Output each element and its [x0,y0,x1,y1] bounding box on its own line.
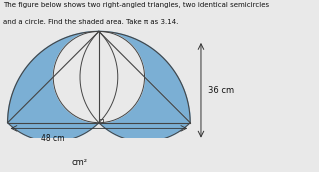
Polygon shape [8,31,190,123]
Polygon shape [80,31,190,142]
Circle shape [53,31,145,123]
Text: cm²: cm² [72,158,88,167]
Text: 36 cm: 36 cm [208,86,234,95]
Polygon shape [8,31,99,123]
Polygon shape [8,31,118,142]
Polygon shape [99,31,190,123]
Text: The figure below shows two right-angled triangles, two identical semicircles: The figure below shows two right-angled … [3,2,269,8]
Text: 48 cm: 48 cm [41,134,65,143]
Text: and a circle. Find the shaded area. Take π as 3.14.: and a circle. Find the shaded area. Take… [3,19,179,25]
